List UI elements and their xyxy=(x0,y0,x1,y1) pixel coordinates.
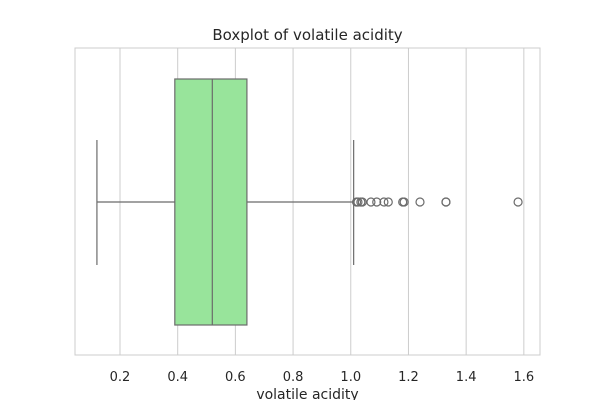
outlier-point xyxy=(383,197,393,207)
x-tick-label: 1.6 xyxy=(514,370,535,385)
x-tick-label: 0.8 xyxy=(283,370,304,385)
x-axis-label: volatile acidity xyxy=(256,387,358,400)
box-plot xyxy=(96,78,355,326)
outlier-point xyxy=(379,197,389,207)
plot-area-frame xyxy=(74,47,541,356)
x-tick-label: 0.6 xyxy=(225,370,246,385)
outlier-point xyxy=(357,197,367,207)
chart-title: Boxplot of volatile acidity xyxy=(212,26,402,44)
outlier-point xyxy=(366,197,376,207)
interquartile-box xyxy=(174,78,248,326)
x-tick-label: 0.4 xyxy=(167,370,188,385)
outlier-point xyxy=(513,197,523,207)
outlier-point xyxy=(353,197,363,207)
x-tick-label: 0.2 xyxy=(110,370,131,385)
x-axis-ticks: 0.2 0.4 0.6 0.8 1.0 1.2 1.4 1.6 xyxy=(110,370,535,385)
outlier-point xyxy=(441,197,451,207)
x-tick-label: 1.2 xyxy=(398,370,419,385)
x-tick-label: 1.0 xyxy=(340,370,361,385)
x-tick-label: 1.4 xyxy=(456,370,477,385)
outlier-point xyxy=(399,197,409,207)
outlier-point xyxy=(372,197,382,207)
outlier-point xyxy=(415,197,425,207)
outliers xyxy=(351,197,523,207)
